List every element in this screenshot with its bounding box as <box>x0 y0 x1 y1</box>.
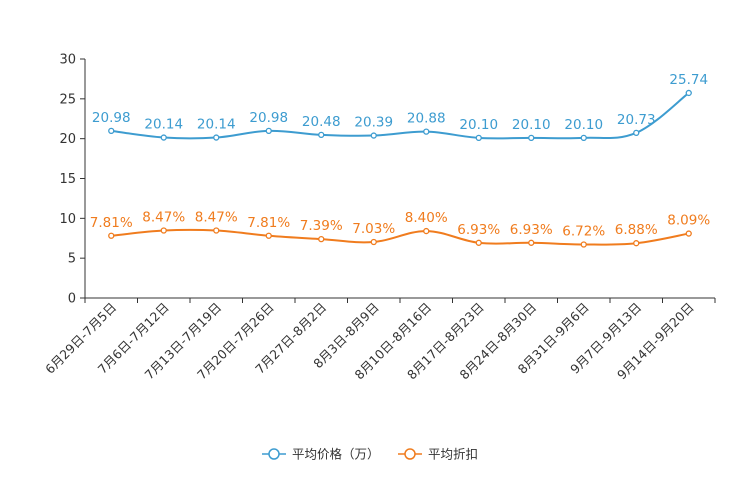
legend-marker <box>268 448 280 460</box>
data-point <box>108 232 115 239</box>
data-point <box>633 240 640 247</box>
data-point <box>475 239 482 246</box>
data-point <box>633 129 640 137</box>
data-point <box>265 232 272 239</box>
legend-label: 平均价格（万） <box>292 447 380 462</box>
data-label: 20.10 <box>564 117 603 133</box>
data-point <box>318 235 325 243</box>
data-label: 20.10 <box>512 117 551 133</box>
data-point <box>160 134 167 141</box>
data-label: 20.98 <box>249 110 288 126</box>
data-label: 8.09% <box>667 213 710 229</box>
data-point <box>370 238 377 246</box>
data-label: 6.93% <box>457 222 500 238</box>
legend-marker <box>404 448 416 460</box>
data-label: 8.40% <box>405 210 448 226</box>
y-tick-label: 5 <box>68 252 76 267</box>
data-label: 7.81% <box>90 215 133 231</box>
data-point <box>580 134 587 142</box>
y-tick-label: 10 <box>59 212 76 227</box>
data-label: 20.10 <box>459 117 498 133</box>
y-tick-label: 0 <box>68 292 76 307</box>
data-point <box>265 127 272 135</box>
data-point <box>580 241 587 248</box>
data-point <box>370 132 377 139</box>
data-label: 20.48 <box>302 114 341 130</box>
y-tick-label: 30 <box>59 53 76 68</box>
data-label: 20.39 <box>354 115 393 131</box>
data-point <box>685 89 692 97</box>
data-label: 6.88% <box>615 222 658 238</box>
data-point <box>528 239 535 246</box>
data-label: 8.47% <box>142 210 185 226</box>
data-point <box>685 230 692 237</box>
data-label: 8.47% <box>195 210 238 226</box>
data-point <box>475 134 482 142</box>
data-label: 7.03% <box>352 221 395 237</box>
data-point <box>213 134 220 141</box>
data-label: 6.93% <box>510 222 553 238</box>
data-point <box>423 227 430 235</box>
series-line-0 <box>111 92 690 140</box>
data-label: 20.14 <box>144 117 183 133</box>
data-point <box>318 131 325 138</box>
y-tick-label: 15 <box>59 172 76 187</box>
data-point <box>213 227 220 234</box>
data-label: 25.74 <box>669 72 708 88</box>
data-label: 20.88 <box>407 111 446 127</box>
data-label: 6.72% <box>562 223 605 239</box>
data-label: 20.73 <box>617 112 656 128</box>
legend-label: 平均折扣 <box>428 447 478 462</box>
data-label: 7.39% <box>300 218 343 234</box>
data-label: 20.14 <box>197 117 236 133</box>
data-point <box>160 227 167 234</box>
data-point <box>108 127 115 135</box>
data-point <box>423 128 430 135</box>
series-line-1 <box>111 228 689 246</box>
data-label: 7.81% <box>247 215 290 231</box>
data-label: 20.98 <box>92 110 131 126</box>
data-point <box>528 134 535 142</box>
y-tick-label: 25 <box>59 92 76 107</box>
y-tick-label: 20 <box>59 132 76 147</box>
